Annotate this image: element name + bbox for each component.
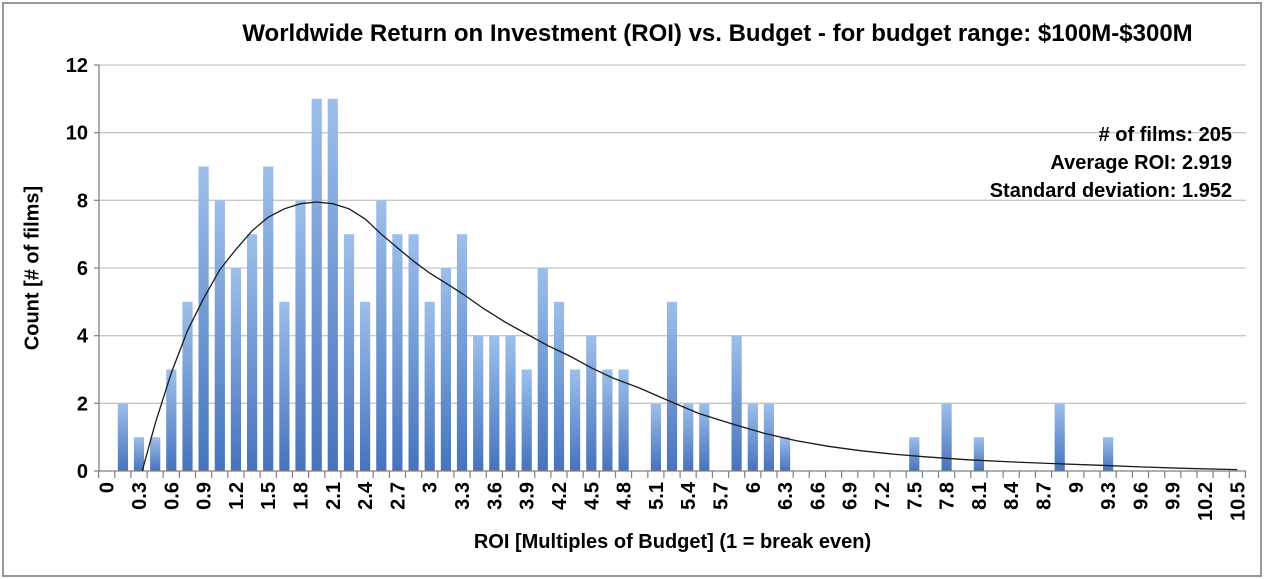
y-tick-label: 0	[77, 461, 88, 483]
x-tick-label: 9.9	[1163, 482, 1185, 510]
x-tick-label: 9.6	[1130, 482, 1152, 510]
y-axis-title: Count [# of films]	[21, 185, 44, 351]
histogram-bar	[683, 403, 694, 471]
x-tick-label: 9	[1066, 482, 1088, 493]
histogram-bar	[570, 369, 581, 471]
histogram-bar	[311, 98, 322, 472]
histogram-bar	[440, 268, 451, 471]
x-tick-label: 1.5	[258, 482, 280, 510]
x-tick-label: 3.9	[517, 482, 539, 510]
stats-block: # of films: 205 Average ROI: 2.919 Stand…	[990, 121, 1232, 205]
y-tick-label: 6	[77, 258, 88, 280]
histogram-bar	[505, 335, 516, 471]
y-tick-label: 2	[77, 393, 88, 415]
stat-average-roi: Average ROI: 2.919	[1050, 152, 1232, 174]
histogram-bar	[198, 166, 209, 471]
histogram-bar	[392, 234, 403, 471]
histogram-bar	[537, 268, 548, 471]
histogram-bar	[230, 268, 241, 471]
histogram-bar	[376, 200, 387, 472]
x-tick-label: 7.5	[904, 482, 926, 510]
x-tick-label: 9.3	[1098, 482, 1120, 510]
x-tick-label: 0.6	[161, 482, 183, 510]
x-tick-label: 0.9	[194, 482, 216, 510]
histogram-bar	[553, 301, 565, 471]
histogram-bar	[263, 166, 274, 471]
histogram-bar	[666, 301, 678, 471]
histogram-bar	[731, 335, 742, 471]
histogram-bar	[747, 403, 758, 471]
x-tick-label: 4.5	[581, 482, 603, 510]
y-tick-label: 8	[77, 190, 88, 212]
histogram-bar	[247, 234, 258, 471]
histogram-bar	[602, 369, 613, 471]
histogram-bar	[327, 98, 338, 472]
x-tick-label: 2.7	[387, 482, 409, 510]
x-tick-label: 7.8	[937, 482, 959, 510]
histogram-bar	[133, 437, 145, 471]
histogram-bar	[214, 200, 225, 472]
histogram-bar	[343, 234, 355, 471]
x-tick-label: 1.2	[226, 482, 248, 510]
histogram-bar	[521, 369, 532, 471]
histogram-bar	[166, 369, 177, 471]
x-tick-label: 4.8	[614, 482, 636, 510]
x-tick-label: 1.8	[291, 482, 313, 510]
histogram-bar	[780, 437, 791, 471]
x-tick-label: 3.3	[452, 482, 474, 510]
x-tick-label: 8.4	[1001, 481, 1023, 510]
histogram-bar	[618, 369, 629, 471]
x-axis-title: ROI [Multiples of Budget] (1 = break eve…	[473, 531, 872, 553]
x-tick-label: 6.3	[775, 482, 797, 510]
x-tick-label: 8.7	[1034, 482, 1056, 510]
x-tick-label: 2.4	[355, 481, 377, 510]
histogram-bar	[473, 335, 484, 471]
histogram-bar	[117, 403, 128, 471]
histogram-bar	[699, 403, 710, 471]
x-tick-label: 6.9	[840, 482, 862, 510]
stat-num-films: # of films: 205	[1098, 124, 1232, 146]
histogram-bar	[456, 234, 468, 471]
x-tick-label: 10.2	[1195, 482, 1217, 521]
y-tick-label: 10	[66, 123, 88, 145]
histogram-bar	[763, 403, 774, 471]
histogram-bar	[1103, 437, 1114, 471]
chart-title: Worldwide Return on Investment (ROI) vs.…	[242, 20, 1193, 47]
x-tick-label: 0.3	[129, 482, 151, 510]
x-tick-label: 8.1	[969, 482, 991, 510]
histogram-bar	[150, 437, 161, 471]
x-tick-label: 2.1	[323, 482, 345, 510]
histogram-bar	[408, 234, 419, 471]
x-tick-label: 5.4	[678, 481, 700, 510]
histogram-bar	[941, 403, 952, 471]
histogram-bar	[279, 301, 290, 471]
x-tick-label: 10.5	[1227, 482, 1249, 521]
x-tick-label: 3	[420, 482, 442, 493]
histogram-bar	[489, 335, 500, 471]
x-tick-label: 5.1	[646, 482, 668, 510]
x-tick-label: 0	[97, 482, 119, 493]
histogram-bar	[909, 437, 920, 471]
x-tick-label: 7.2	[872, 482, 894, 510]
histogram-bar	[360, 301, 371, 471]
x-tick-label: 5.7	[711, 482, 733, 510]
histogram-bar	[424, 301, 435, 471]
histogram-bar	[650, 403, 661, 471]
fit-curve	[141, 201, 1238, 472]
x-tick-label: 6.6	[807, 482, 829, 510]
x-tick-label: 4.2	[549, 482, 571, 510]
stat-standard-deviation: Standard deviation: 1.952	[989, 180, 1232, 202]
histogram-bar	[1054, 403, 1065, 471]
y-tick-label: 4	[77, 326, 89, 348]
histogram-bar	[586, 335, 597, 471]
histogram-bar	[295, 200, 306, 472]
y-tick-label: 12	[66, 55, 88, 77]
histogram-bar	[973, 437, 984, 471]
x-tick-label: 3.6	[484, 482, 506, 510]
histogram-bar	[182, 301, 193, 471]
x-tick-label: 6	[743, 482, 765, 493]
